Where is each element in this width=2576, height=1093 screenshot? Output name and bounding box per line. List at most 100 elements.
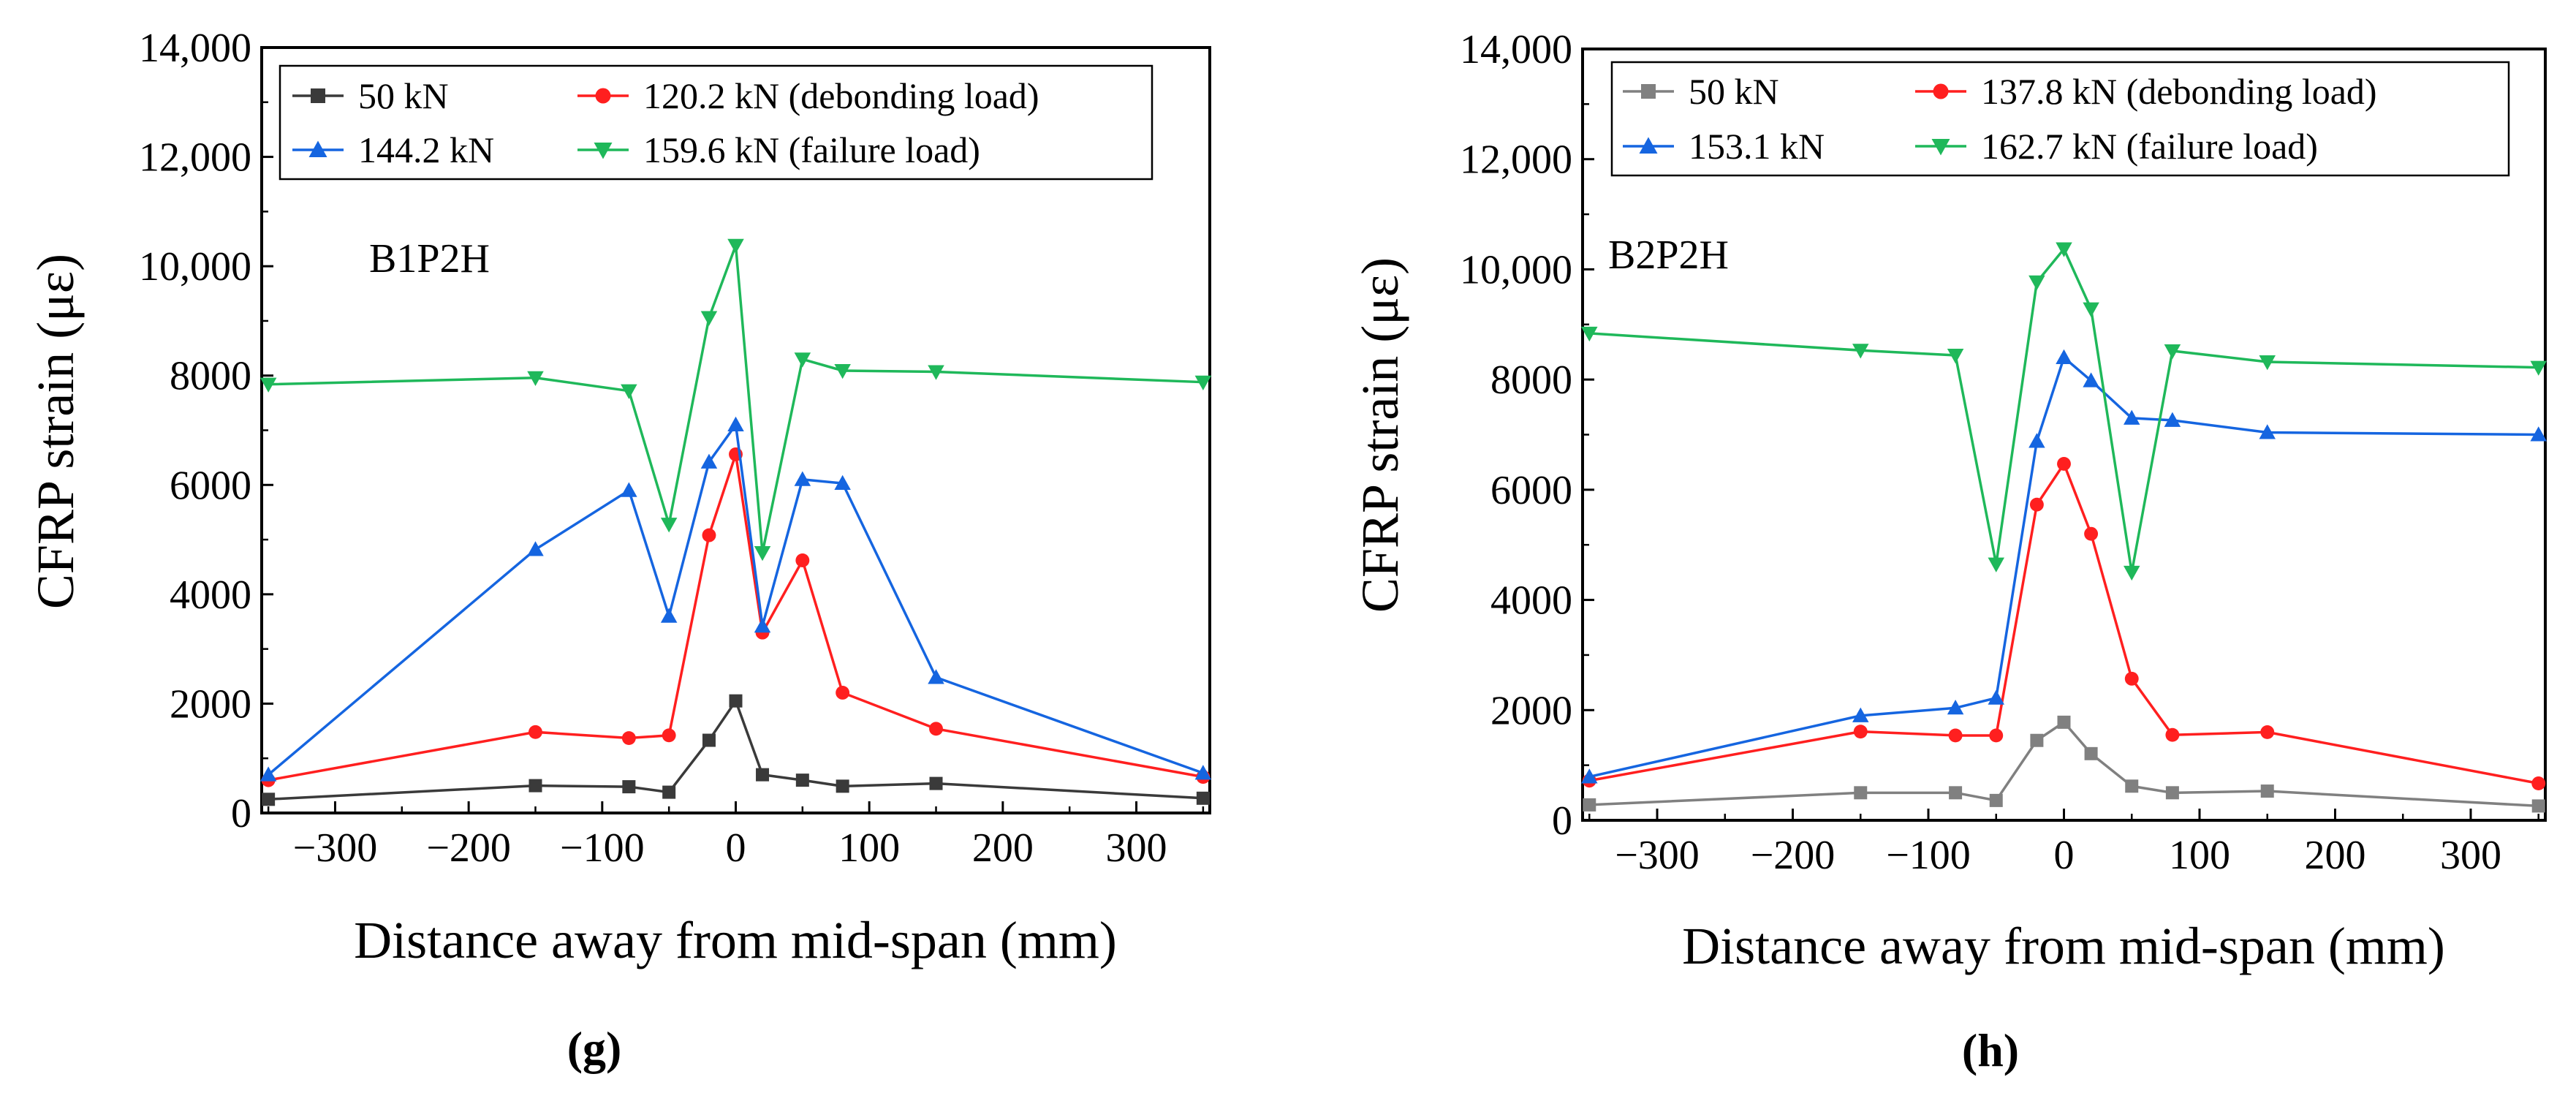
data-point bbox=[621, 731, 636, 745]
data-point bbox=[2164, 412, 2181, 427]
y-tick-label: 0 bbox=[1552, 798, 1572, 844]
data-point bbox=[794, 471, 811, 486]
data-point bbox=[529, 779, 542, 793]
series-1 bbox=[1583, 715, 2545, 813]
data-point bbox=[2123, 565, 2140, 581]
data-point bbox=[260, 766, 277, 782]
data-point bbox=[660, 518, 678, 533]
legend-entry: 50 kN bbox=[292, 75, 449, 116]
data-point bbox=[1852, 344, 1869, 359]
y-tick-label: 6000 bbox=[1490, 468, 1572, 513]
series-line bbox=[268, 453, 1204, 782]
legend-entry: 144.2 kN bbox=[292, 129, 494, 170]
data-point bbox=[621, 384, 637, 399]
panel-label: (h) bbox=[1962, 1024, 2019, 1076]
y-tick-label: 8000 bbox=[170, 354, 251, 399]
legend-marker bbox=[1933, 83, 1949, 99]
data-point bbox=[794, 352, 811, 368]
data-point bbox=[727, 238, 744, 254]
data-point bbox=[2030, 733, 2044, 747]
legend: 50 kN 120.2 kN (debonding load) 144.2 kN 15… bbox=[279, 64, 1153, 181]
data-point bbox=[1947, 348, 1964, 364]
data-point bbox=[2123, 409, 2140, 425]
data-point bbox=[262, 793, 276, 806]
panel-label-text: (h) bbox=[1962, 1024, 2019, 1076]
y-tick-label: 12,000 bbox=[1460, 137, 1572, 183]
series-line bbox=[1588, 461, 2539, 785]
panel-g: −300 −200 −100 0 100 200 300 0 2000 4000 6000 8000 1… bbox=[26, 26, 1212, 1074]
data-point bbox=[2530, 360, 2547, 376]
data-point bbox=[1581, 326, 1598, 342]
y-tick-label: 0 bbox=[231, 791, 251, 836]
data-point bbox=[2530, 426, 2547, 442]
x-tick-label: 0 bbox=[726, 825, 746, 871]
data-point bbox=[1583, 798, 1596, 812]
data-point bbox=[1854, 786, 1868, 800]
legend-entry: 50 kN bbox=[1623, 71, 1779, 112]
series-1 bbox=[262, 694, 1210, 806]
x-tick-label: −300 bbox=[293, 825, 378, 871]
data-point bbox=[662, 785, 676, 799]
data-point bbox=[929, 776, 943, 790]
data-point bbox=[2057, 715, 2071, 729]
x-tick-label: −100 bbox=[1886, 833, 1971, 878]
data-point bbox=[754, 546, 771, 561]
data-point bbox=[2083, 372, 2099, 387]
series-line bbox=[1588, 355, 2539, 779]
data-point bbox=[2165, 727, 2180, 742]
x-tick-label: 100 bbox=[2169, 833, 2230, 878]
data-point bbox=[2029, 497, 2044, 512]
data-point bbox=[702, 528, 716, 542]
data-point bbox=[928, 365, 944, 380]
data-point bbox=[795, 774, 809, 787]
legend-label: 153.1 kN bbox=[1689, 126, 1825, 167]
data-point bbox=[2164, 344, 2181, 360]
legend-label: 162.7 kN (failure load) bbox=[1981, 126, 2318, 167]
x-axis-label: Distance away from mid-span (mm) bbox=[1682, 917, 2445, 975]
data-point bbox=[1581, 768, 1598, 784]
data-point bbox=[795, 553, 810, 567]
data-point bbox=[1853, 725, 1868, 739]
data-point bbox=[1989, 728, 2004, 743]
legend-entry: 120.2 kN (debonding load) bbox=[577, 75, 1039, 116]
x-tick-label: 200 bbox=[972, 825, 1034, 871]
series-2 bbox=[261, 447, 1211, 787]
data-point bbox=[1194, 375, 1212, 390]
y-tick-label: 14,000 bbox=[1460, 27, 1572, 72]
legend-marker bbox=[1931, 139, 1950, 156]
data-point bbox=[1988, 689, 2005, 705]
legend-entry: 153.1 kN bbox=[1623, 126, 1825, 167]
data-point bbox=[660, 608, 678, 623]
panel-h: −300 −200 −100 0 100 200 300 0 2000 4000 6000 8000 1… bbox=[1351, 27, 2547, 1076]
data-point bbox=[702, 733, 716, 747]
data-point bbox=[2531, 799, 2545, 813]
legend-entry: 137.8 kN (debonding load) bbox=[1915, 71, 2377, 112]
y-tick-label: 8000 bbox=[1490, 358, 1572, 403]
legend-marker bbox=[311, 88, 325, 103]
panel-label-text: (g) bbox=[567, 1022, 622, 1074]
data-point bbox=[260, 377, 277, 393]
data-point bbox=[2165, 786, 2179, 800]
y-tick-label: 2000 bbox=[1490, 688, 1572, 733]
legend-label: 137.8 kN (debonding load) bbox=[1981, 71, 2377, 112]
data-point bbox=[621, 482, 637, 497]
y-tick-label: 4000 bbox=[1490, 578, 1572, 624]
legend-label: 144.2 kN bbox=[358, 129, 494, 170]
legend-entry: 162.7 kN (failure load) bbox=[1915, 126, 2318, 167]
data-point bbox=[2260, 784, 2274, 798]
data-point bbox=[1194, 765, 1212, 780]
series-layer bbox=[260, 238, 1212, 806]
data-point bbox=[2056, 349, 2072, 364]
legend-label: 120.2 kN (debonding load) bbox=[643, 75, 1039, 116]
legend-marker bbox=[594, 143, 613, 159]
data-point bbox=[756, 768, 770, 782]
series-2 bbox=[1582, 456, 2546, 790]
legend: 50 kN 137.8 kN (debonding load) 153.1 kN 16… bbox=[1610, 61, 2510, 177]
x-tick-label: 200 bbox=[2304, 833, 2365, 878]
y-tick-label: 2000 bbox=[170, 681, 251, 727]
series-4 bbox=[260, 238, 1212, 561]
x-tick-label: 100 bbox=[838, 825, 900, 871]
data-point bbox=[928, 669, 944, 684]
legend-marker bbox=[308, 140, 327, 157]
x-tick-label: −200 bbox=[426, 825, 511, 871]
